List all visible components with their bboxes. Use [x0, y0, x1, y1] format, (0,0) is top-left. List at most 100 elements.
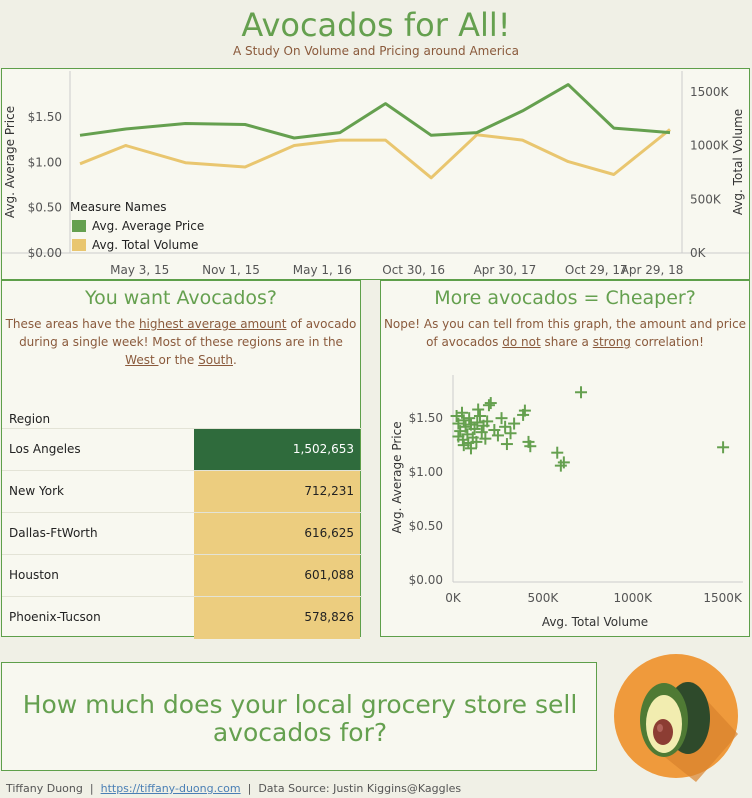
scatter-point	[500, 438, 513, 451]
desc-text: correlation!	[630, 335, 704, 349]
region-value-cell: 1,502,653	[194, 429, 360, 471]
scatter-point	[508, 417, 521, 430]
x-tick-label: May 3, 15	[110, 263, 169, 277]
y-left-tick-label: $0.00	[28, 246, 62, 260]
region-value: 712,231	[304, 484, 354, 498]
scatter-point	[457, 414, 470, 427]
footer-separator: |	[89, 782, 94, 795]
y-right-tick-label: 1500K	[690, 85, 730, 99]
highlight-south: South	[198, 353, 233, 367]
scatter-point	[717, 441, 730, 454]
scatter-point	[464, 442, 477, 455]
scatter-y-axis-title: Avg. Average Price	[390, 421, 404, 533]
scatter-point	[452, 430, 465, 443]
scatter-point	[470, 435, 483, 448]
scatter-point	[471, 416, 484, 429]
y-left-tick-label: $0.50	[28, 201, 62, 215]
table-row[interactable]: Dallas-FtWorth 616,625	[2, 512, 362, 555]
scatter-x-axis-title: Avg. Total Volume	[542, 615, 648, 629]
region-value: 601,088	[304, 568, 354, 582]
scatter-point	[473, 410, 486, 422]
y-left-tick-label: $1.50	[28, 110, 62, 124]
scatter-point	[484, 397, 497, 410]
region-value: 578,826	[304, 610, 354, 624]
legend-swatch-price	[72, 220, 86, 232]
regions-description: These areas have the highest average amo…	[2, 315, 360, 369]
series-line-average-price	[79, 83, 671, 140]
scatter-point	[518, 404, 531, 417]
legend-title: Measure Names	[70, 200, 166, 214]
scatter-chart-svg[interactable]: $0.00 $0.50 $1.00 $1.50 0K 500K 1000K 1500K Avg.…	[381, 355, 749, 635]
region-value-cell: 712,231	[194, 471, 360, 513]
footer: Tiffany Duong | https://tiffany-duong.co…	[6, 782, 461, 795]
scatter-point	[557, 456, 570, 469]
region-name: Los Angeles	[9, 442, 81, 456]
scatter-description: Nope! As you can tell from this graph, t…	[381, 315, 749, 351]
scatter-point	[491, 429, 504, 442]
region-value: 616,625	[304, 526, 354, 540]
x-tick-label: Nov 1, 15	[202, 263, 260, 277]
footer-source: Data Source: Justin Kiggins@Kaggles	[258, 782, 462, 795]
scatter-point	[472, 403, 485, 416]
scatter-point	[504, 427, 517, 440]
table-row[interactable]: Phoenix-Tucson 578,826	[2, 596, 362, 639]
cta-question: How much does your local grocery store s…	[2, 691, 598, 747]
desc-text: These areas have the	[5, 317, 139, 331]
footer-website-link[interactable]: https://tiffany-duong.com	[100, 782, 241, 795]
highlight-do-not: do not	[502, 335, 541, 349]
scatter-y-tick-label: $0.00	[409, 573, 443, 587]
dashboard-title: Avocados for All!	[241, 6, 511, 44]
scatter-point	[524, 440, 537, 453]
region-name: Dallas-FtWorth	[9, 526, 98, 540]
cta-line: How much does your local grocery store s…	[22, 690, 578, 719]
dashboard-subtitle: A Study On Volume and Pricing around Ame…	[233, 44, 519, 58]
scatter-x-tick-label: 1000K	[614, 591, 654, 605]
scatter-point	[481, 415, 494, 428]
scatter-point	[475, 426, 488, 439]
footer-author: Tiffany Duong	[6, 782, 83, 795]
region-name: New York	[9, 484, 64, 498]
region-name: Phoenix-Tucson	[9, 610, 101, 624]
y-left-tick-label: $1.00	[28, 155, 62, 169]
highlight-west: West	[125, 353, 159, 367]
x-tick-label: Apr 30, 17	[474, 263, 537, 277]
x-tick-label: Apr 29, 18	[621, 263, 684, 277]
table-row[interactable]: Houston 601,088	[2, 554, 362, 597]
table-row[interactable]: Los Angeles 1,502,653	[2, 428, 362, 471]
scatter-y-tick-label: $0.50	[409, 519, 443, 533]
cta-line: avocados for?	[212, 718, 388, 747]
highlight-strong: strong	[592, 335, 631, 349]
y-left-axis-title: Avg. Average Price	[3, 106, 17, 218]
region-value: 1,502,653	[292, 442, 354, 456]
legend-label-price: Avg. Average Price	[92, 219, 204, 233]
region-value-cell: 578,826	[194, 597, 360, 639]
legend-swatch-volume	[72, 239, 86, 251]
series-line-total-volume	[79, 128, 671, 180]
x-tick-label: Oct 29, 17	[565, 263, 628, 277]
scatter-point	[455, 406, 468, 419]
top-regions-panel: You want Avocados? These areas have the …	[1, 280, 362, 639]
region-value-cell: 616,625	[194, 513, 360, 555]
avocado-icon	[614, 654, 738, 782]
y-right-axis-title: Avg. Total Volume	[731, 109, 745, 215]
desc-text: Nope! As you can tell from this graph, t…	[383, 317, 747, 331]
scatter-point	[499, 420, 512, 433]
scatter-y-tick-label: $1.00	[409, 465, 443, 479]
price-volume-line-chart[interactable]: $0.00 $0.50 $1.00 $1.50 0K 500K 1000K 1500K Avg.…	[1, 68, 750, 280]
scatter-point	[468, 422, 481, 435]
region-name: Houston	[9, 568, 59, 582]
regions-title: You want Avocados?	[84, 287, 277, 309]
legend-label-volume: Avg. Total Volume	[92, 238, 198, 252]
desc-text: or the	[158, 353, 199, 367]
x-tick-label: May 1, 16	[293, 263, 352, 277]
scatter-point	[551, 446, 564, 459]
table-row[interactable]: New York 712,231	[2, 470, 362, 513]
scatter-x-tick-label: 1500K	[703, 591, 743, 605]
desc-text: of avocados	[426, 335, 503, 349]
scatter-panel: More avocados = Cheaper? Nope! As you ca…	[380, 280, 750, 637]
scatter-point	[495, 412, 508, 425]
highlight-highest-average: highest average amount	[138, 317, 287, 331]
line-chart-svg[interactable]: $0.00$0.50$1.00$1.500K500K1000K1500KAvg.…	[2, 69, 749, 279]
y-right-tick-label: 500K	[690, 192, 722, 206]
x-tick-label: Oct 30, 16	[382, 263, 445, 277]
